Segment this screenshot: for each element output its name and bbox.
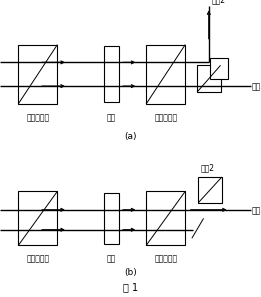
Bar [104, 46, 119, 102]
Text: 双折射晶体: 双折射晶体 [154, 254, 177, 263]
Text: 液晶: 液晶 [107, 113, 116, 122]
Text: 双折射晶体: 双折射晶体 [26, 113, 49, 122]
Bar [18, 191, 57, 245]
Text: 端口2: 端口2 [211, 0, 226, 4]
Text: 双折射晶体: 双折射晶体 [26, 254, 49, 263]
Bar [18, 45, 57, 104]
Bar [210, 58, 228, 79]
Text: (b): (b) [124, 268, 137, 277]
Text: 液晶: 液晶 [107, 254, 116, 263]
Text: (a): (a) [124, 132, 137, 141]
Text: 端口3: 端口3 [252, 205, 261, 214]
Bar [104, 193, 119, 244]
Bar [146, 45, 185, 104]
Text: 图 1: 图 1 [123, 282, 138, 292]
Text: 端口2: 端口2 [201, 164, 215, 173]
Bar [146, 191, 185, 245]
Bar [198, 177, 222, 203]
Text: 双折射晶体: 双折射晶体 [154, 113, 177, 122]
Text: 端口3: 端口3 [252, 82, 261, 91]
Bar [197, 65, 221, 92]
